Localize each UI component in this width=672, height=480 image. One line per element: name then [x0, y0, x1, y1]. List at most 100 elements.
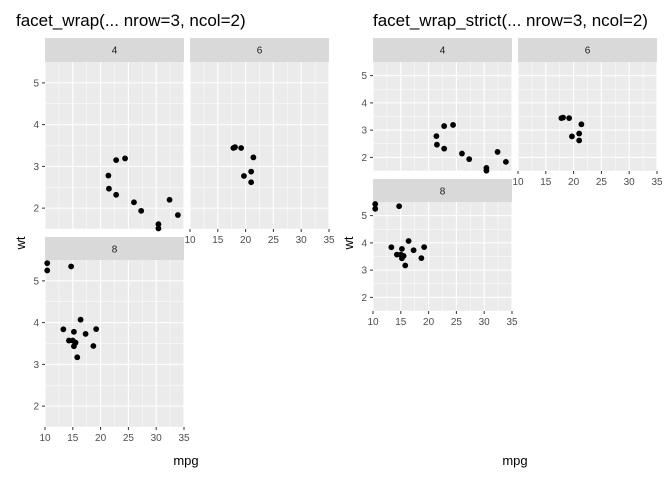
data-point: [566, 115, 573, 122]
y-tick-label: 3: [33, 360, 39, 371]
chart-1: facet_wrap(... nrow=3, ncol=2) 4 2 3 4 5 6 10 15…: [13, 11, 335, 468]
y-tick-label: 4: [33, 318, 39, 329]
data-point: [372, 205, 379, 212]
data-point: [421, 244, 428, 250]
data-point: [131, 199, 137, 206]
data-point: [569, 133, 575, 140]
x-tick-label: 25: [268, 235, 280, 246]
data-point: [388, 244, 395, 251]
y-axis-title: wt: [341, 236, 356, 250]
x-tick-label: 15: [67, 433, 79, 444]
data-point: [434, 141, 440, 148]
y-tick-label: 3: [361, 266, 367, 277]
x-tick-label: 30: [296, 235, 308, 246]
x-tick-label: 10: [39, 433, 51, 444]
data-point: [69, 337, 76, 344]
x-tick-label: 10: [184, 235, 196, 246]
data-point: [494, 149, 501, 155]
x-tick-label: 35: [323, 235, 335, 246]
facet-strip-label: 6: [257, 46, 263, 57]
data-point: [405, 238, 412, 244]
facet-strip: [190, 38, 329, 62]
y-tick-label: 3: [33, 162, 39, 173]
facet-strip-label: 6: [585, 46, 591, 57]
chart-2: facet_wrap_strict(... nrow=3, ncol=2) 4 2 3…: [341, 11, 663, 468]
y-tick-label: 5: [361, 71, 367, 82]
x-tick-label: 30: [624, 177, 636, 188]
x-tick-label: 35: [506, 317, 518, 328]
data-point: [44, 267, 51, 274]
y-tick-label: 5: [33, 78, 39, 89]
x-tick-label: 25: [596, 177, 608, 188]
facet-panel-8: 8 2 3 4 5 10 15 20 25 30 35: [33, 237, 190, 444]
x-axis-title: mpg: [173, 453, 198, 468]
y-tick-label: 2: [361, 153, 367, 164]
data-point: [68, 263, 75, 270]
data-point: [90, 343, 97, 349]
facet-panel-4: 4 2 3 4 5: [33, 38, 185, 232]
data-point: [433, 133, 440, 140]
data-point: [402, 262, 409, 269]
data-point: [576, 130, 583, 137]
y-axis-title: wt: [13, 236, 28, 250]
data-point: [248, 179, 255, 186]
y-tick-label: 4: [361, 238, 367, 249]
x-tick-label: 35: [651, 177, 663, 188]
x-tick-label: 15: [540, 177, 552, 188]
facet-strip-label: 8: [112, 245, 118, 256]
data-point: [397, 251, 404, 258]
x-axis-title: mpg: [502, 453, 527, 468]
y-tick-label: 3: [361, 126, 367, 137]
data-point: [113, 191, 120, 198]
x-tick-label: 10: [367, 317, 379, 328]
data-point: [230, 145, 237, 151]
data-point: [459, 150, 465, 157]
data-point: [93, 326, 100, 332]
x-tick-label: 25: [451, 317, 463, 328]
y-tick-label: 2: [33, 402, 39, 413]
chart-title: facet_wrap_strict(... nrow=3, ncol=2): [373, 11, 648, 30]
data-point: [441, 123, 448, 129]
data-point: [441, 145, 448, 152]
facet-panel-4: 4 2 3 4 5: [361, 38, 513, 174]
facet-strip-label: 8: [440, 187, 446, 198]
facet-strip: [373, 179, 512, 203]
data-point: [105, 172, 112, 179]
x-tick-label: 35: [178, 433, 190, 444]
y-tick-label: 4: [33, 120, 39, 131]
x-tick-label: 20: [95, 433, 107, 444]
data-point: [122, 155, 128, 162]
data-point: [138, 207, 145, 214]
data-point: [450, 122, 456, 128]
chart-title: facet_wrap(... nrow=3, ncol=2): [16, 11, 246, 30]
data-point: [396, 203, 403, 210]
data-point: [399, 245, 405, 252]
facet-strip-label: 4: [440, 46, 446, 57]
data-point: [166, 196, 173, 203]
facet-panel-6: 6 10 15 20 25 30 35: [512, 38, 663, 188]
data-point: [241, 173, 247, 179]
facet-strip: [373, 38, 512, 62]
y-tick-label: 4: [361, 98, 367, 109]
x-tick-label: 30: [151, 433, 163, 444]
facet-strip-label: 4: [112, 46, 118, 57]
y-tick-label: 2: [33, 204, 39, 215]
facet-strip: [45, 38, 184, 62]
x-tick-label: 15: [395, 317, 407, 328]
data-point: [44, 260, 51, 267]
x-tick-label: 30: [479, 317, 491, 328]
data-point: [77, 316, 84, 323]
data-point: [174, 212, 181, 218]
data-point: [502, 158, 509, 165]
data-point: [576, 137, 583, 144]
data-point: [113, 157, 120, 164]
facet-strip: [518, 38, 657, 62]
data-point: [71, 328, 77, 335]
data-point: [82, 330, 89, 337]
y-tick-label: 5: [33, 276, 39, 287]
data-point: [578, 121, 585, 128]
data-point: [418, 255, 425, 262]
x-tick-label: 10: [512, 177, 524, 188]
data-point: [483, 167, 490, 174]
